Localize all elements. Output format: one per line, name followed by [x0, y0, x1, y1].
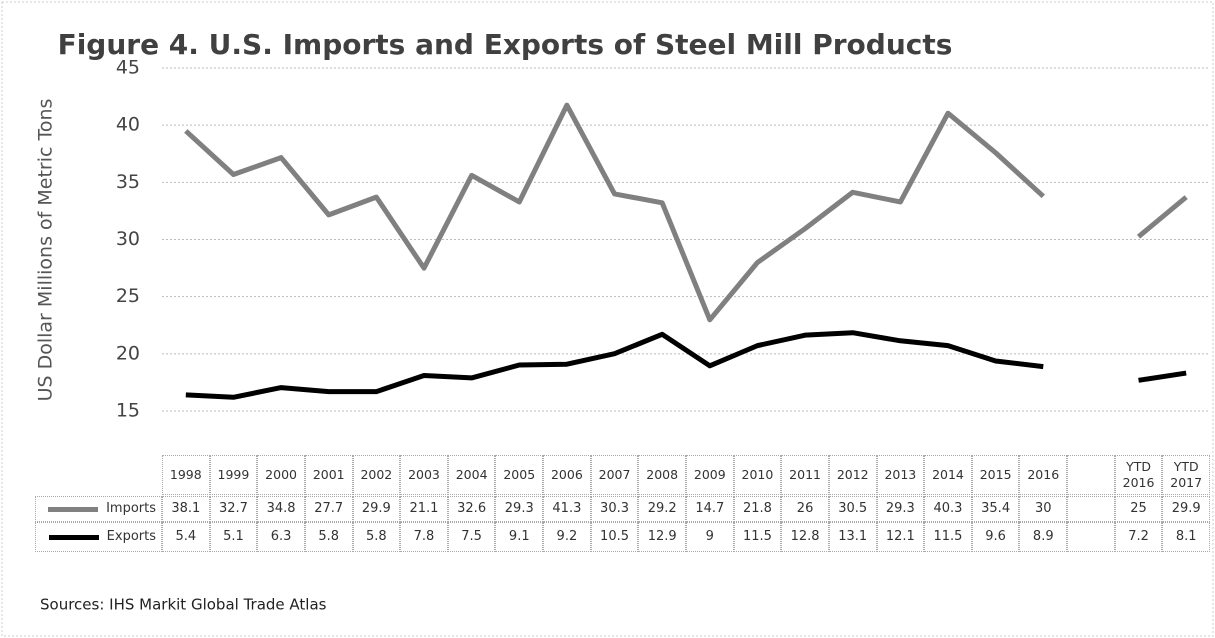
category-label: 2014: [924, 455, 972, 495]
category-label: 2009: [686, 455, 734, 495]
y-axis-label: US Dollar Millions of Metric Tons: [35, 99, 57, 402]
table-value: 5.8: [352, 522, 401, 552]
table-value: 9.1: [495, 522, 544, 552]
table-value: 7.5: [447, 522, 496, 552]
table-value: 27.7: [304, 496, 353, 522]
category-label: YTD 2016: [1114, 455, 1163, 495]
legend-label: Imports: [106, 501, 156, 516]
y-tick-label: 35: [116, 171, 140, 193]
category-label: 2003: [400, 455, 448, 495]
table-value: 11.5: [733, 522, 782, 552]
y-tick-label: 40: [116, 114, 140, 136]
table-value: 35.4: [971, 496, 1020, 522]
table-value: 6.3: [257, 522, 305, 552]
table-value: 5.8: [304, 522, 353, 552]
legend-key: [48, 506, 99, 512]
table-value: 5.4: [162, 522, 210, 552]
series-line: [1136, 195, 1188, 239]
table-value: 8.9: [1019, 522, 1068, 552]
table-value: [1067, 522, 1115, 552]
category-label: 1999: [209, 455, 258, 495]
category-label: 2011: [781, 455, 829, 495]
series-line: [185, 330, 1044, 400]
y-tick-label: 15: [116, 400, 140, 422]
source-note: Sources: IHS Markit Global Trade Atlas: [40, 596, 327, 614]
category-label: 2007: [590, 455, 639, 495]
table-value: 41.3: [543, 496, 591, 522]
table-value: 9.2: [543, 522, 591, 552]
table-value: 7.8: [400, 522, 448, 552]
legend-key: [48, 534, 99, 540]
table-value: 40.3: [924, 496, 972, 522]
table-value: 21.8: [733, 496, 782, 522]
table-value: 30.3: [590, 496, 639, 522]
table-value: 34.8: [257, 496, 305, 522]
y-tick-label: 20: [116, 342, 140, 364]
table-value: 32.6: [447, 496, 496, 522]
table-value: 8.1: [1162, 522, 1210, 552]
category-label: 2016: [1019, 455, 1068, 495]
category-label: 2008: [638, 455, 686, 495]
y-tick-label: 25: [116, 285, 140, 307]
category-label: 2010: [733, 455, 782, 495]
category-label: [1067, 455, 1115, 495]
category-label: 2012: [828, 455, 877, 495]
table-value: 29.9: [352, 496, 401, 522]
table-value: 7.2: [1114, 522, 1163, 552]
table-value: 32.7: [209, 496, 258, 522]
legend-entry: Imports: [35, 496, 162, 522]
chart-title: Figure 4. U.S. Imports and Exports of St…: [58, 28, 953, 61]
category-label: 2013: [876, 455, 925, 495]
table-value: 21.1: [400, 496, 448, 522]
series-line: [184, 102, 1045, 323]
y-tick-label: 30: [116, 228, 140, 250]
category-label: 2004: [447, 455, 496, 495]
category-label: 1998: [162, 455, 210, 495]
table-value: 38.1: [162, 496, 210, 522]
table-value: 29.3: [876, 496, 925, 522]
table-value: 14.7: [686, 496, 734, 522]
series-line: [1138, 370, 1187, 383]
category-label: YTD 2017: [1162, 455, 1210, 495]
table-value: 12.1: [876, 522, 925, 552]
category-label: 2002: [352, 455, 401, 495]
category-label: 2005: [495, 455, 544, 495]
table-value: 29.9: [1162, 496, 1210, 522]
category-label: 2000: [257, 455, 305, 495]
table-value: 29.3: [495, 496, 544, 522]
table-value: 11.5: [924, 522, 972, 552]
table-value: 26: [781, 496, 829, 522]
category-label: 2015: [971, 455, 1020, 495]
table-value: 30: [1019, 496, 1068, 522]
table-value: 9.6: [971, 522, 1020, 552]
legend-label: Exports: [106, 529, 156, 544]
table-value: 12.9: [638, 522, 686, 552]
table-value: 25: [1114, 496, 1163, 522]
table-value: 9: [686, 522, 734, 552]
table-value: 13.1: [828, 522, 877, 552]
legend-entry: Exports: [35, 522, 162, 552]
table-value: 30.5: [828, 496, 877, 522]
table-value: 29.2: [638, 496, 686, 522]
table-value: 5.1: [209, 522, 258, 552]
category-label: 2001: [304, 455, 353, 495]
table-value: [1067, 496, 1115, 522]
category-label: 2006: [543, 455, 591, 495]
table-value: 10.5: [590, 522, 639, 552]
table-value: 12.8: [781, 522, 829, 552]
y-tick-label: 45: [116, 57, 140, 79]
